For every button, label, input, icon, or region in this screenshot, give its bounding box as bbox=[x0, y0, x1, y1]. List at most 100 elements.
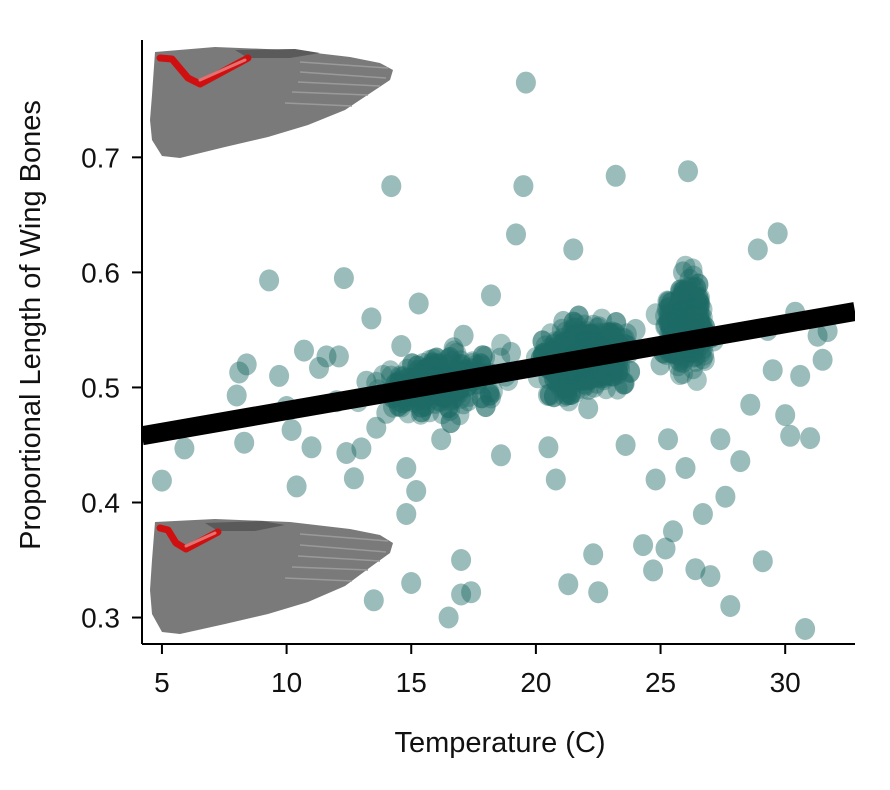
cloud-point bbox=[438, 389, 459, 412]
cloud-point bbox=[576, 373, 597, 396]
cloud-point bbox=[595, 322, 616, 345]
cloud-point bbox=[561, 329, 582, 352]
cloud-point bbox=[672, 301, 693, 324]
cloud-point bbox=[666, 300, 687, 323]
y-tick-label: 0.3 bbox=[81, 603, 120, 634]
cloud-point bbox=[546, 370, 567, 393]
cloud-point bbox=[689, 296, 710, 319]
cloud-point bbox=[690, 293, 711, 316]
cloud-point bbox=[663, 300, 684, 323]
cloud-point bbox=[683, 307, 704, 330]
cloud-point bbox=[590, 361, 611, 384]
cloud-point bbox=[402, 353, 423, 376]
cloud-point bbox=[574, 368, 595, 391]
cloud-point bbox=[680, 312, 701, 335]
data-point bbox=[376, 401, 397, 424]
cloud-point bbox=[694, 349, 715, 371]
cloud-point bbox=[539, 384, 560, 406]
cloud-point bbox=[537, 384, 558, 406]
cloud-point bbox=[678, 302, 699, 325]
wing-bone-hand bbox=[198, 58, 247, 82]
cloud-point bbox=[683, 306, 704, 329]
cloud-point bbox=[426, 347, 447, 370]
cloud-point bbox=[684, 311, 705, 334]
cloud-point bbox=[687, 302, 708, 325]
cloud-point bbox=[606, 312, 627, 334]
cloud-point bbox=[411, 400, 432, 423]
data-point bbox=[269, 364, 290, 387]
cloud-point bbox=[692, 347, 713, 370]
cloud-point bbox=[683, 265, 704, 288]
cloud-point bbox=[672, 308, 693, 331]
cloud-point bbox=[558, 372, 579, 395]
cloud-point bbox=[421, 356, 442, 379]
cloud-point bbox=[673, 296, 694, 319]
cloud-point bbox=[591, 361, 612, 384]
data-point bbox=[645, 468, 666, 491]
cloud-point bbox=[679, 293, 700, 316]
cloud-point bbox=[675, 308, 695, 331]
cloud-point bbox=[672, 309, 693, 332]
data-point bbox=[747, 238, 768, 261]
cloud-point bbox=[560, 328, 581, 351]
data-point bbox=[361, 307, 382, 330]
cloud-point bbox=[587, 366, 608, 389]
cloud-point bbox=[664, 302, 685, 325]
cloud-point bbox=[670, 279, 691, 302]
cloud-point bbox=[664, 315, 685, 338]
cloud-point bbox=[432, 402, 453, 425]
cloud-point bbox=[655, 315, 676, 338]
cloud-point bbox=[475, 395, 496, 418]
cloud-point bbox=[679, 298, 700, 320]
cloud-point bbox=[663, 314, 684, 337]
cloud-point bbox=[571, 325, 591, 348]
cloud-point bbox=[414, 359, 435, 382]
cloud-point bbox=[554, 384, 575, 407]
data-point bbox=[538, 436, 559, 459]
cloud-point bbox=[667, 306, 688, 329]
cloud-point bbox=[690, 305, 711, 328]
cloud-point bbox=[571, 323, 592, 346]
cloud-point bbox=[592, 361, 613, 384]
cloud-point bbox=[449, 403, 470, 426]
cloud-point bbox=[676, 312, 697, 335]
cloud-point bbox=[559, 371, 579, 394]
cloud-point bbox=[415, 395, 435, 417]
data-point bbox=[391, 335, 412, 357]
y-tick-label: 0.7 bbox=[81, 142, 120, 173]
cloud-point bbox=[694, 343, 715, 366]
cloud-point bbox=[429, 353, 450, 376]
cloud-point bbox=[562, 327, 583, 350]
cloud-point bbox=[582, 328, 603, 350]
x-tick-label: 30 bbox=[770, 667, 801, 698]
cloud-point bbox=[667, 306, 688, 329]
data-point bbox=[226, 384, 247, 407]
data-point bbox=[491, 444, 511, 467]
cloud-point bbox=[591, 308, 612, 331]
cloud-point bbox=[577, 330, 598, 353]
cloud-point bbox=[672, 294, 693, 317]
data-point bbox=[501, 341, 521, 364]
cloud-point bbox=[547, 336, 567, 359]
cloud-point bbox=[684, 308, 705, 331]
cloud-point bbox=[673, 306, 694, 329]
cloud-point bbox=[438, 396, 459, 419]
cloud-point bbox=[683, 307, 704, 330]
cloud-point bbox=[555, 321, 576, 344]
cloud-point bbox=[557, 380, 578, 403]
cloud-point bbox=[453, 392, 474, 415]
cloud-point bbox=[581, 324, 602, 347]
cloud-point bbox=[560, 323, 581, 346]
data-point bbox=[366, 416, 387, 439]
cloud-point bbox=[445, 386, 466, 409]
cloud-point bbox=[672, 312, 693, 334]
cloud-point bbox=[564, 330, 585, 353]
cloud-point bbox=[407, 359, 428, 382]
cloud-point bbox=[677, 310, 698, 333]
cloud-point bbox=[564, 330, 585, 353]
cloud-point bbox=[407, 355, 428, 378]
cloud-point bbox=[575, 326, 596, 349]
data-point bbox=[685, 558, 706, 581]
cloud-point bbox=[549, 368, 569, 391]
